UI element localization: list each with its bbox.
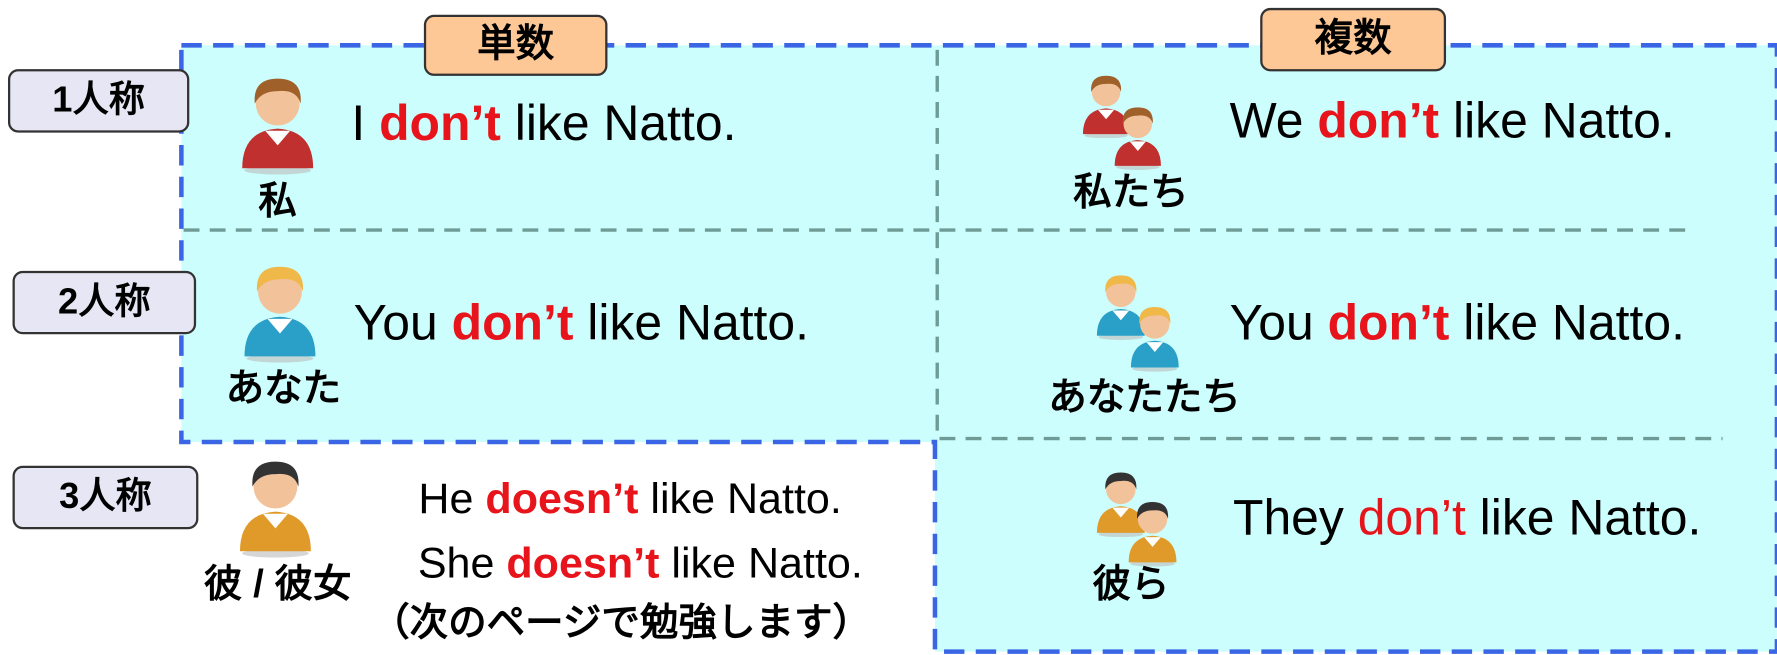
- text-part: like Natto.: [659, 540, 862, 588]
- text-part: They: [1233, 489, 1358, 545]
- row-label-box: [12, 270, 197, 335]
- sentence: I don’t like Natto.: [351, 95, 736, 151]
- header-box: [1260, 7, 1447, 72]
- text-part: don’t: [1358, 489, 1466, 545]
- text-part: doesn’t: [485, 475, 638, 523]
- person-label: 彼ら: [1092, 563, 1169, 606]
- person-label: あなた: [226, 367, 342, 410]
- text-part: like Natto.: [573, 295, 809, 351]
- person-label: 私たち: [1073, 171, 1189, 214]
- person-label: あなたたち: [1048, 376, 1241, 419]
- text-part: He: [418, 475, 485, 523]
- text-part: like Natto.: [638, 475, 841, 523]
- sentence: You don’t like Natto.: [354, 295, 809, 351]
- row-label: 3人称: [59, 475, 152, 516]
- person-label: 彼 / 彼女: [204, 563, 352, 606]
- sentence: He doesn’t like Natto.: [418, 475, 841, 523]
- sentence: They don’t like Natto.: [1233, 489, 1701, 545]
- text-part: doesn’t: [506, 540, 659, 588]
- row-label-box: [7, 69, 190, 133]
- text-part: We: [1230, 93, 1318, 149]
- text-part: don’t: [1328, 295, 1450, 351]
- text-part: I: [351, 95, 379, 151]
- text-part: don’t: [1317, 93, 1439, 149]
- row-label: 1人称: [52, 79, 145, 120]
- header: 複数: [1315, 17, 1393, 60]
- text-part: like Natto.: [1466, 489, 1702, 545]
- text-part: don’t: [452, 295, 574, 351]
- text-part: You: [354, 295, 452, 351]
- text-part: She: [418, 540, 507, 588]
- text-part: You: [1230, 295, 1328, 351]
- text-part: like Natto.: [1449, 295, 1685, 351]
- sentence: You don’t like Natto.: [1230, 295, 1685, 351]
- person-icon: [239, 461, 311, 558]
- person-label: 私: [258, 180, 297, 223]
- text-part: like Natto.: [501, 95, 737, 151]
- row-label: 2人称: [58, 280, 151, 321]
- header-box: [423, 14, 608, 76]
- text-part: like Natto.: [1439, 93, 1675, 149]
- header: 単数: [477, 23, 555, 66]
- sentence: She doesn’t like Natto.: [418, 540, 863, 588]
- text-part: don’t: [379, 95, 501, 151]
- note: （次のページで勉強します）: [371, 602, 871, 645]
- row-label-box: [12, 465, 199, 530]
- sentence: We don’t like Natto.: [1230, 93, 1675, 149]
